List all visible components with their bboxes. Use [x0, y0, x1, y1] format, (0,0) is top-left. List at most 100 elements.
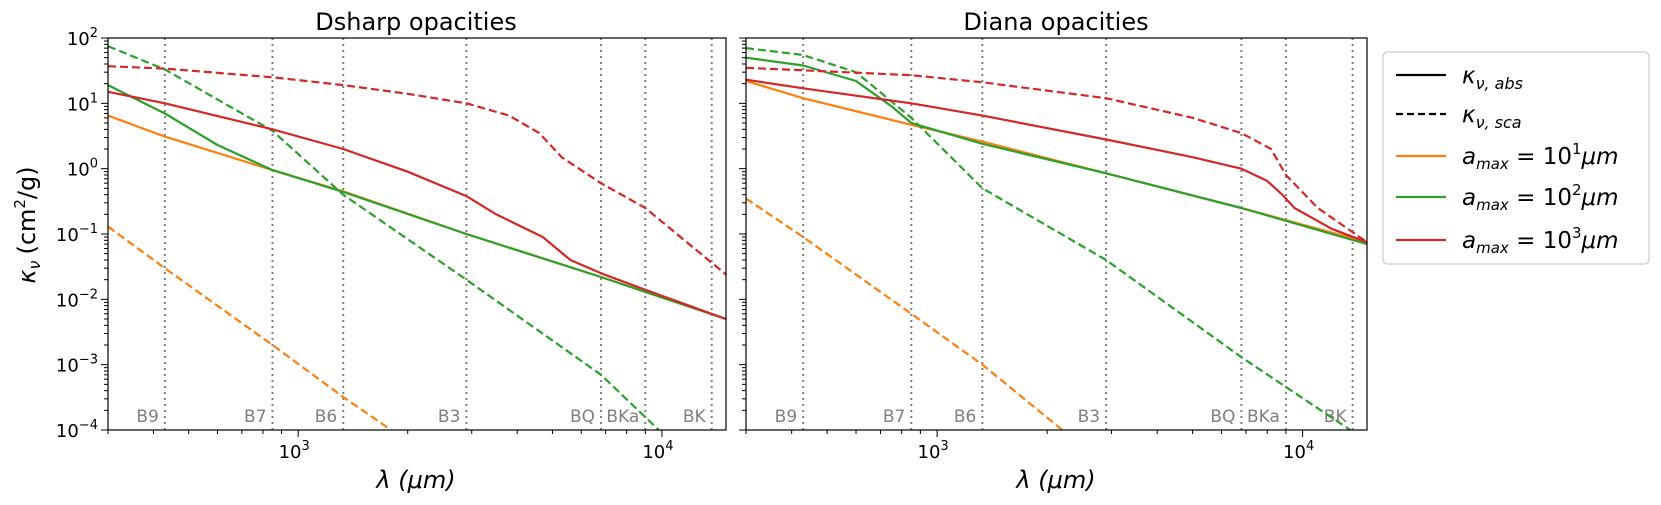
legend-post: μm: [1581, 185, 1619, 211]
y-axis-label: κν (cm2/g): [11, 166, 44, 283]
legend-mid: = 10: [1509, 228, 1572, 254]
band-label-b3: B3: [438, 407, 460, 427]
band-label-bka: BKa: [1247, 407, 1280, 427]
band-label-b3: B3: [1078, 407, 1100, 427]
series-a3-sca: [108, 65, 726, 276]
y-tick-label: 101: [67, 91, 98, 115]
series-a3-abs: [746, 78, 1367, 244]
legend-prefix: a: [1462, 228, 1476, 254]
series-a3-sca: [746, 66, 1367, 244]
legend-mid: = 10: [1509, 185, 1572, 211]
y-tick-exp: −3: [79, 353, 98, 368]
legend-label-a3: amax = 103μm: [1462, 224, 1619, 257]
legend-box: [1382, 51, 1650, 265]
y-tick-label: 100: [67, 157, 98, 181]
panel-diana: Diana opacities B9 B7 B6 B3 BQ BKa BK 103 104 λ…: [739, 8, 1368, 494]
x-ticks: 103 104: [745, 430, 1314, 463]
y-tick-exp: −4: [79, 418, 98, 433]
band-label-b7: B7: [244, 407, 266, 427]
y-tick-base: 10: [56, 356, 79, 377]
x-tick-base: 10: [918, 442, 941, 463]
legend-sub: max: [1476, 196, 1509, 214]
band-label-b6: B6: [954, 407, 976, 427]
series-a2-sca: [108, 45, 660, 430]
band-label-bq: BQ: [570, 407, 595, 427]
x-axis-label: λ (μm): [374, 466, 455, 494]
x-tick-exp: 4: [1306, 439, 1314, 454]
series-a2-sca: [746, 47, 1351, 430]
y-tick-base: 10: [56, 290, 79, 311]
legend-post: μm: [1581, 228, 1619, 254]
x-axis-label: λ (μm): [1014, 466, 1095, 494]
band-markers: B9 B7 B6 B3 BQ BKa BK: [136, 38, 713, 430]
band-label-b9: B9: [136, 407, 158, 427]
y-tick-base: 10: [67, 29, 90, 50]
y-tick-exp: 0: [90, 157, 98, 172]
legend-sup: 3: [1572, 224, 1582, 242]
legend-label-sca: κν, sca: [1462, 102, 1522, 132]
panel-dsharp: Dsharp opacities B9 B7 B6 B3 BQ BKa BK 103 104 …: [56, 8, 727, 494]
x-ticks: 103 104: [107, 430, 674, 463]
panel-title: Diana opacities: [963, 8, 1148, 36]
legend-prefix: a: [1462, 144, 1476, 170]
band-label-bk: BK: [683, 407, 707, 427]
y-axis-label-main: κ: [13, 269, 41, 284]
band-label-b9: B9: [775, 407, 797, 427]
band-markers: B9 B7 B6 B3 BQ BKa BK: [775, 38, 1354, 430]
series-a1-sca: [108, 225, 392, 430]
panel-title: Dsharp opacities: [315, 8, 516, 36]
y-axis-label-unit-sup: 2: [11, 199, 29, 209]
plot-area: [108, 45, 726, 430]
y-axis-label-unit-pre: (cm: [13, 209, 41, 255]
x-tick-label: 104: [1283, 439, 1314, 463]
band-label-b7: B7: [883, 407, 905, 427]
legend-label-a2: amax = 102μm: [1462, 181, 1619, 214]
y-axis-label-unit-post: /g): [13, 166, 41, 199]
y-tick-exp: 1: [90, 91, 98, 106]
x-tick-base: 10: [279, 442, 302, 463]
legend-sub: max: [1476, 239, 1509, 257]
legend-mid: = 10: [1509, 144, 1572, 170]
x-tick-exp: 3: [302, 439, 310, 454]
legend-main: κ: [1462, 63, 1476, 89]
x-tick-base: 10: [1283, 442, 1306, 463]
y-axis-label-sub: ν: [25, 260, 44, 269]
y-tick-base: 10: [67, 94, 90, 115]
y-tick-base: 10: [56, 421, 79, 442]
x-tick-label: 103: [279, 439, 310, 463]
legend-label-a1: amax = 101μm: [1462, 140, 1619, 173]
y-tick-label: 10−2: [56, 287, 98, 311]
series-a2-abs: [108, 84, 726, 321]
y-ticks: [739, 37, 746, 431]
band-label-bka: BKa: [606, 407, 639, 427]
band-label-bq: BQ: [1210, 407, 1235, 427]
band-label-bk: BK: [1324, 407, 1348, 427]
y-tick-base: 10: [67, 160, 90, 181]
y-tick-label: 102: [67, 26, 98, 50]
legend-sub: ν, abs: [1476, 74, 1523, 93]
x-tick-exp: 3: [940, 439, 948, 454]
x-tick-exp: 4: [665, 439, 673, 454]
x-tick-base: 10: [642, 442, 665, 463]
legend-sup: 2: [1572, 181, 1582, 199]
legend-post: μm: [1581, 144, 1619, 170]
legend-main: κ: [1462, 102, 1476, 128]
series-a3-abs: [108, 90, 726, 321]
y-tick-label: 10−4: [56, 418, 98, 442]
legend-sub: max: [1476, 155, 1509, 173]
legend-sup: 1: [1572, 140, 1582, 158]
band-label-b6: B6: [315, 407, 337, 427]
y-tick-exp: −1: [79, 222, 98, 237]
axes-frame: [745, 37, 1368, 431]
legend-label-abs: κν, abs: [1462, 63, 1523, 93]
x-tick-label: 103: [918, 439, 949, 463]
x-tick-label: 104: [642, 439, 673, 463]
y-tick-exp: −2: [79, 287, 98, 302]
axes-frame: [107, 37, 727, 431]
y-tick-label: 10−1: [56, 222, 98, 246]
y-tick-label: 10−3: [56, 353, 98, 377]
